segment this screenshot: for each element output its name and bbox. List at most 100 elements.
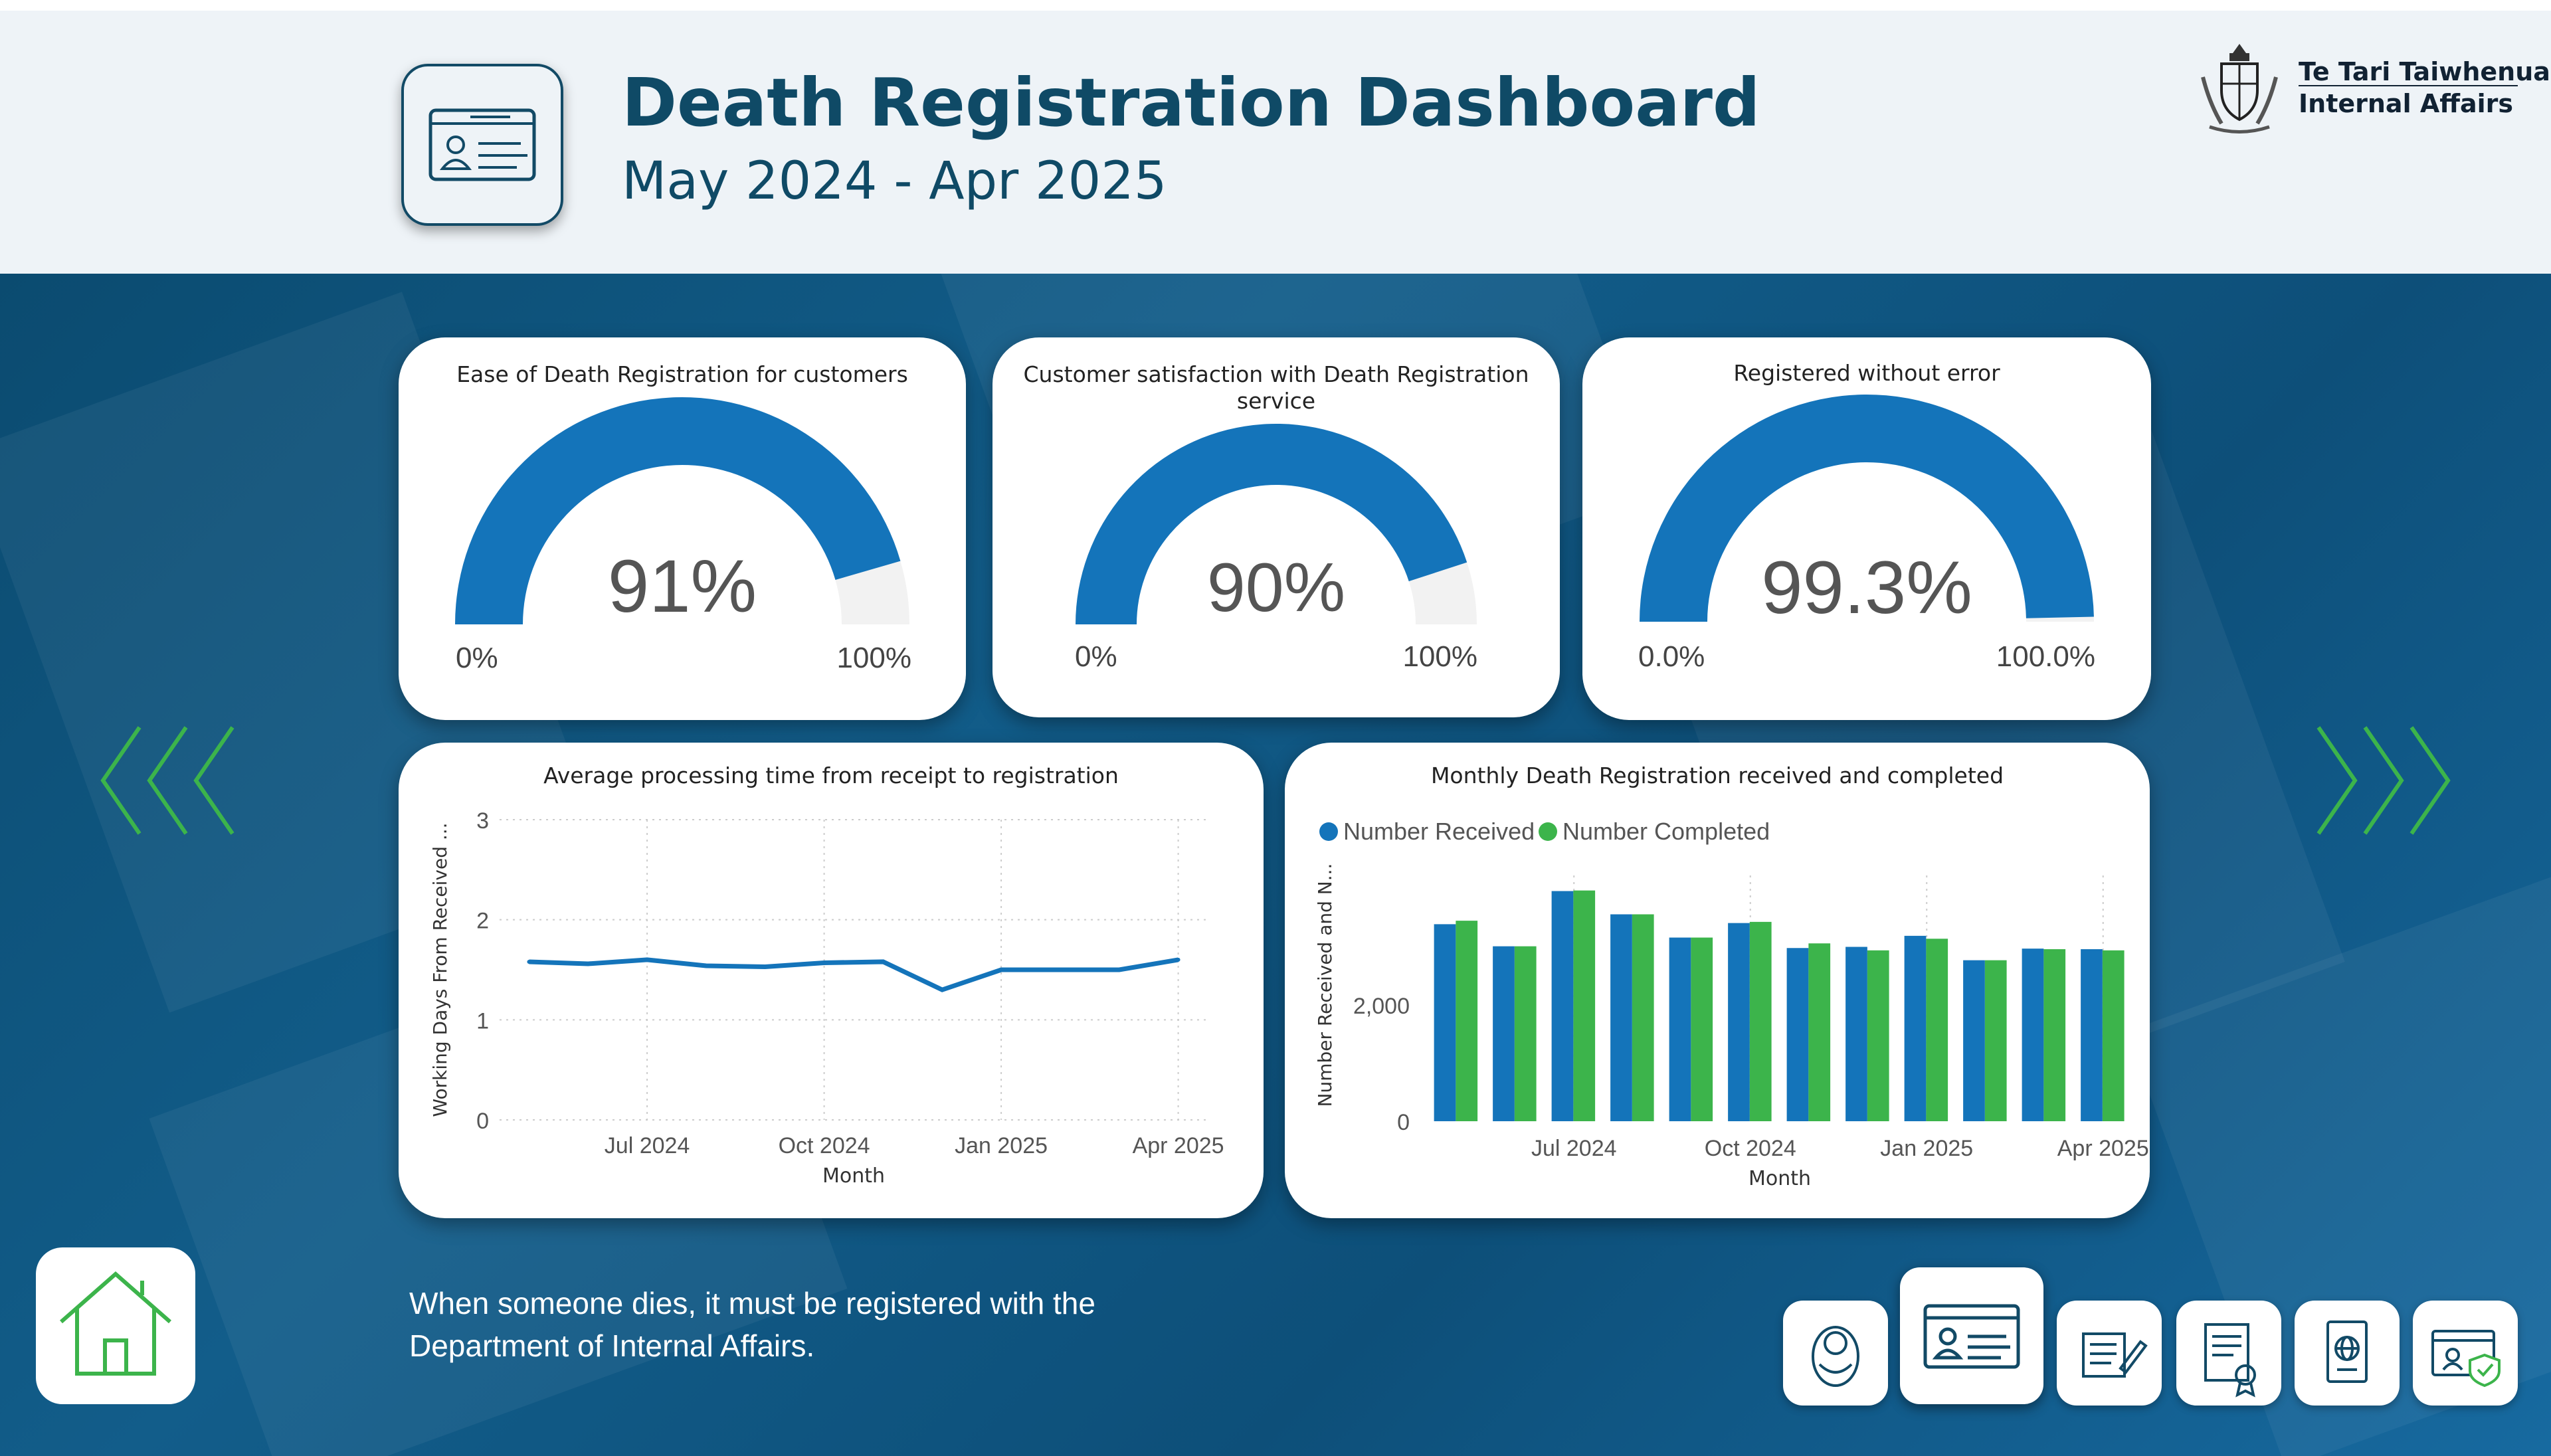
gauge-max-label: 100% [1402,640,1477,673]
bar [1493,946,1515,1121]
gauge-arc [1640,394,2094,622]
x-tick-label: Jan 2025 [1880,1136,1973,1161]
x-tick-label: Apr 2025 [2057,1136,2149,1161]
bar [1669,937,1691,1121]
legend-marker [1539,822,1557,841]
gauge-title: Registered without error [1733,360,2000,386]
gauge-min-label: 0% [456,642,498,674]
gauge-min-label: 0.0% [1638,640,1705,673]
series-line [529,957,1179,992]
bar [2102,950,2125,1121]
bar-chart: Number Received Number Completed 0 2,000 Jul… [1314,818,2149,1190]
data-point [940,988,945,992]
data-point [999,968,1004,972]
nav-certificates-button[interactable] [2176,1301,2281,1406]
data-point [645,957,650,962]
gauge-value: 91% [607,545,757,628]
nav-online-services-button[interactable] [2413,1301,2518,1406]
line-chart: 0 1 2 3 Jul 2024 Oct 2024 Jan 2025 Apr 2025 Mont… [429,808,1224,1188]
data-point [1117,968,1121,972]
data-point [586,961,591,966]
footnote-line-1: When someone dies, it must be registered… [409,1286,1095,1320]
gauge-max-label: 100.0% [1996,640,2095,673]
gauge-value: 90% [1206,549,1346,626]
previous-page-arrow[interactable] [100,724,246,837]
certificate-icon [2204,1323,2256,1398]
nav-passports-button[interactable] [2295,1301,2400,1406]
bar [2081,949,2103,1121]
legend-label: Number Received [1343,818,1535,845]
bar [1926,939,1948,1121]
bar [1514,946,1537,1121]
scroll-pen-icon [2082,1332,2148,1378]
org-name-maori: Te Tari Taiwhenua [2299,57,2550,86]
home-button[interactable] [36,1247,195,1404]
bar [1867,950,1889,1121]
top-strip [0,0,2551,11]
bar [1904,935,1927,1121]
gauge-value: 99.3% [1761,546,1972,629]
y-tick-label: 0 [476,1109,489,1134]
data-point [822,960,826,965]
data-point [527,959,531,964]
x-axis-label: Month [1748,1167,1811,1190]
bar [1551,891,1574,1121]
bar [2022,949,2044,1121]
gauge-arc [1076,424,1477,624]
nz-coat-of-arms-icon [2201,44,2278,134]
bar [1573,890,1596,1121]
y-tick-label: 0 [1397,1110,1410,1135]
x-tick-label: Oct 2024 [779,1133,870,1158]
x-axis-label: Month [822,1164,885,1188]
gauge-title: Customer satisfaction with Death Registr… [1023,361,1529,414]
id-card-icon [1923,1304,2020,1369]
bar-chart-card: Monthly Death Registration received and … [1285,743,2150,1218]
x-tick-label: Apr 2025 [1133,1133,1224,1158]
data-point [1176,957,1181,962]
x-tick-label: Oct 2024 [1705,1136,1796,1161]
page-title: Death Registration Dashboard [622,64,1760,141]
gauge-card-ease: Ease of Death Registration for customers… [399,337,966,720]
logo-rule [2299,85,2518,86]
org-logo: Te Tari Taiwhenua Internal Affairs [2190,37,2550,137]
chart-title: Average processing time from receipt to … [543,763,1119,788]
next-page-arrow[interactable] [2305,724,2451,837]
gauge-card-error-free: Registered without error 99.3% 0.0% 100.… [1582,337,2151,720]
x-tick-label: Jul 2024 [605,1133,690,1158]
bar [1984,960,2007,1121]
nav-births-button[interactable] [1783,1301,1888,1406]
data-point [763,964,767,969]
id-card-icon [401,64,563,226]
header-bar [0,11,2551,274]
data-point [881,959,886,964]
bar [1456,921,1478,1121]
gauge-max-label: 100% [836,642,911,674]
bar [1610,914,1632,1121]
bar [1786,948,1809,1121]
bar [2043,949,2066,1121]
nav-marriages-button[interactable] [2057,1301,2162,1406]
gauge-fill [455,397,901,624]
gauge-min-label: 0% [1075,640,1117,673]
bar [1963,960,1985,1121]
bar [1845,947,1867,1121]
bar [1434,924,1456,1121]
x-tick-label: Jan 2025 [955,1133,1048,1158]
footnote-line-2: Department of Internal Affairs. [409,1328,815,1363]
footnote-text: When someone dies, it must be registered… [409,1282,1206,1367]
gauge-title: Ease of Death Registration for customers [456,361,908,387]
org-name-english: Internal Affairs [2299,89,2514,118]
data-point [704,963,708,968]
bar [1691,937,1713,1121]
bar [1808,943,1831,1121]
line-chart-card: Average processing time from receipt to … [399,743,1264,1218]
gauge-fill [1076,424,1467,624]
nav-deaths-button[interactable] [1900,1267,2043,1404]
passport-icon [2326,1320,2368,1383]
gauge-arc [455,397,909,624]
legend-label: Number Completed [1562,818,1770,845]
online-security-icon [2431,1330,2501,1388]
bar [1749,921,1772,1121]
legend-marker [1319,822,1338,841]
baby-icon [1812,1326,1859,1387]
